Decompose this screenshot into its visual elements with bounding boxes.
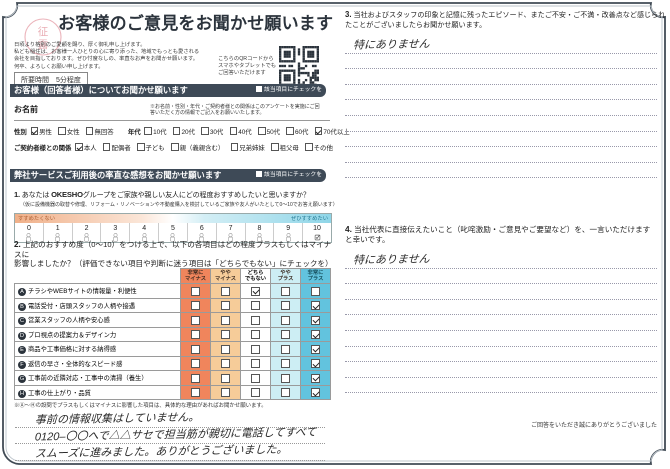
svg-text:征: 征 xyxy=(38,26,49,38)
